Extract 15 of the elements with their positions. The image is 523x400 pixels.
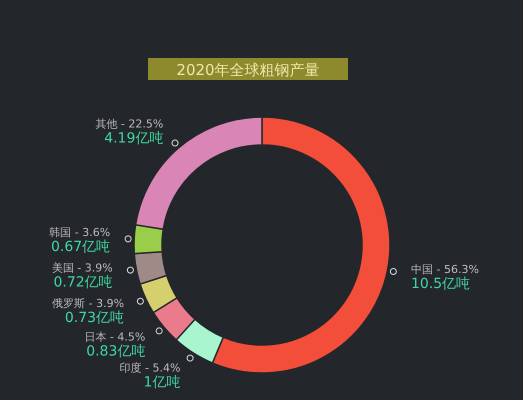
chart-title: 2020年全球粗钢产量 [176,61,320,79]
data-label: 10.5亿吨 [411,276,470,292]
data-label: 4.19亿吨 [104,130,164,146]
slice-label: 中国 - 56.3% [411,263,479,276]
slice-label: 俄罗斯 - 3.9% [52,296,124,310]
slice-label: 其他 - 22.5% [95,117,164,130]
slice-label: 美国 - 3.9% [52,262,113,275]
data-label: 0.67亿吨 [50,239,110,256]
slice-label: 韩国 - 3.6% [49,226,110,240]
slice-label: 日本 - 4.5% [84,330,146,344]
data-label: 0.73亿吨 [64,310,124,326]
data-label: 0.72亿吨 [54,274,113,291]
slice-label: 印度 - 5.4% [120,361,180,374]
data-label: 0.83亿吨 [86,343,146,360]
data-label: 1亿吨 [144,374,180,390]
